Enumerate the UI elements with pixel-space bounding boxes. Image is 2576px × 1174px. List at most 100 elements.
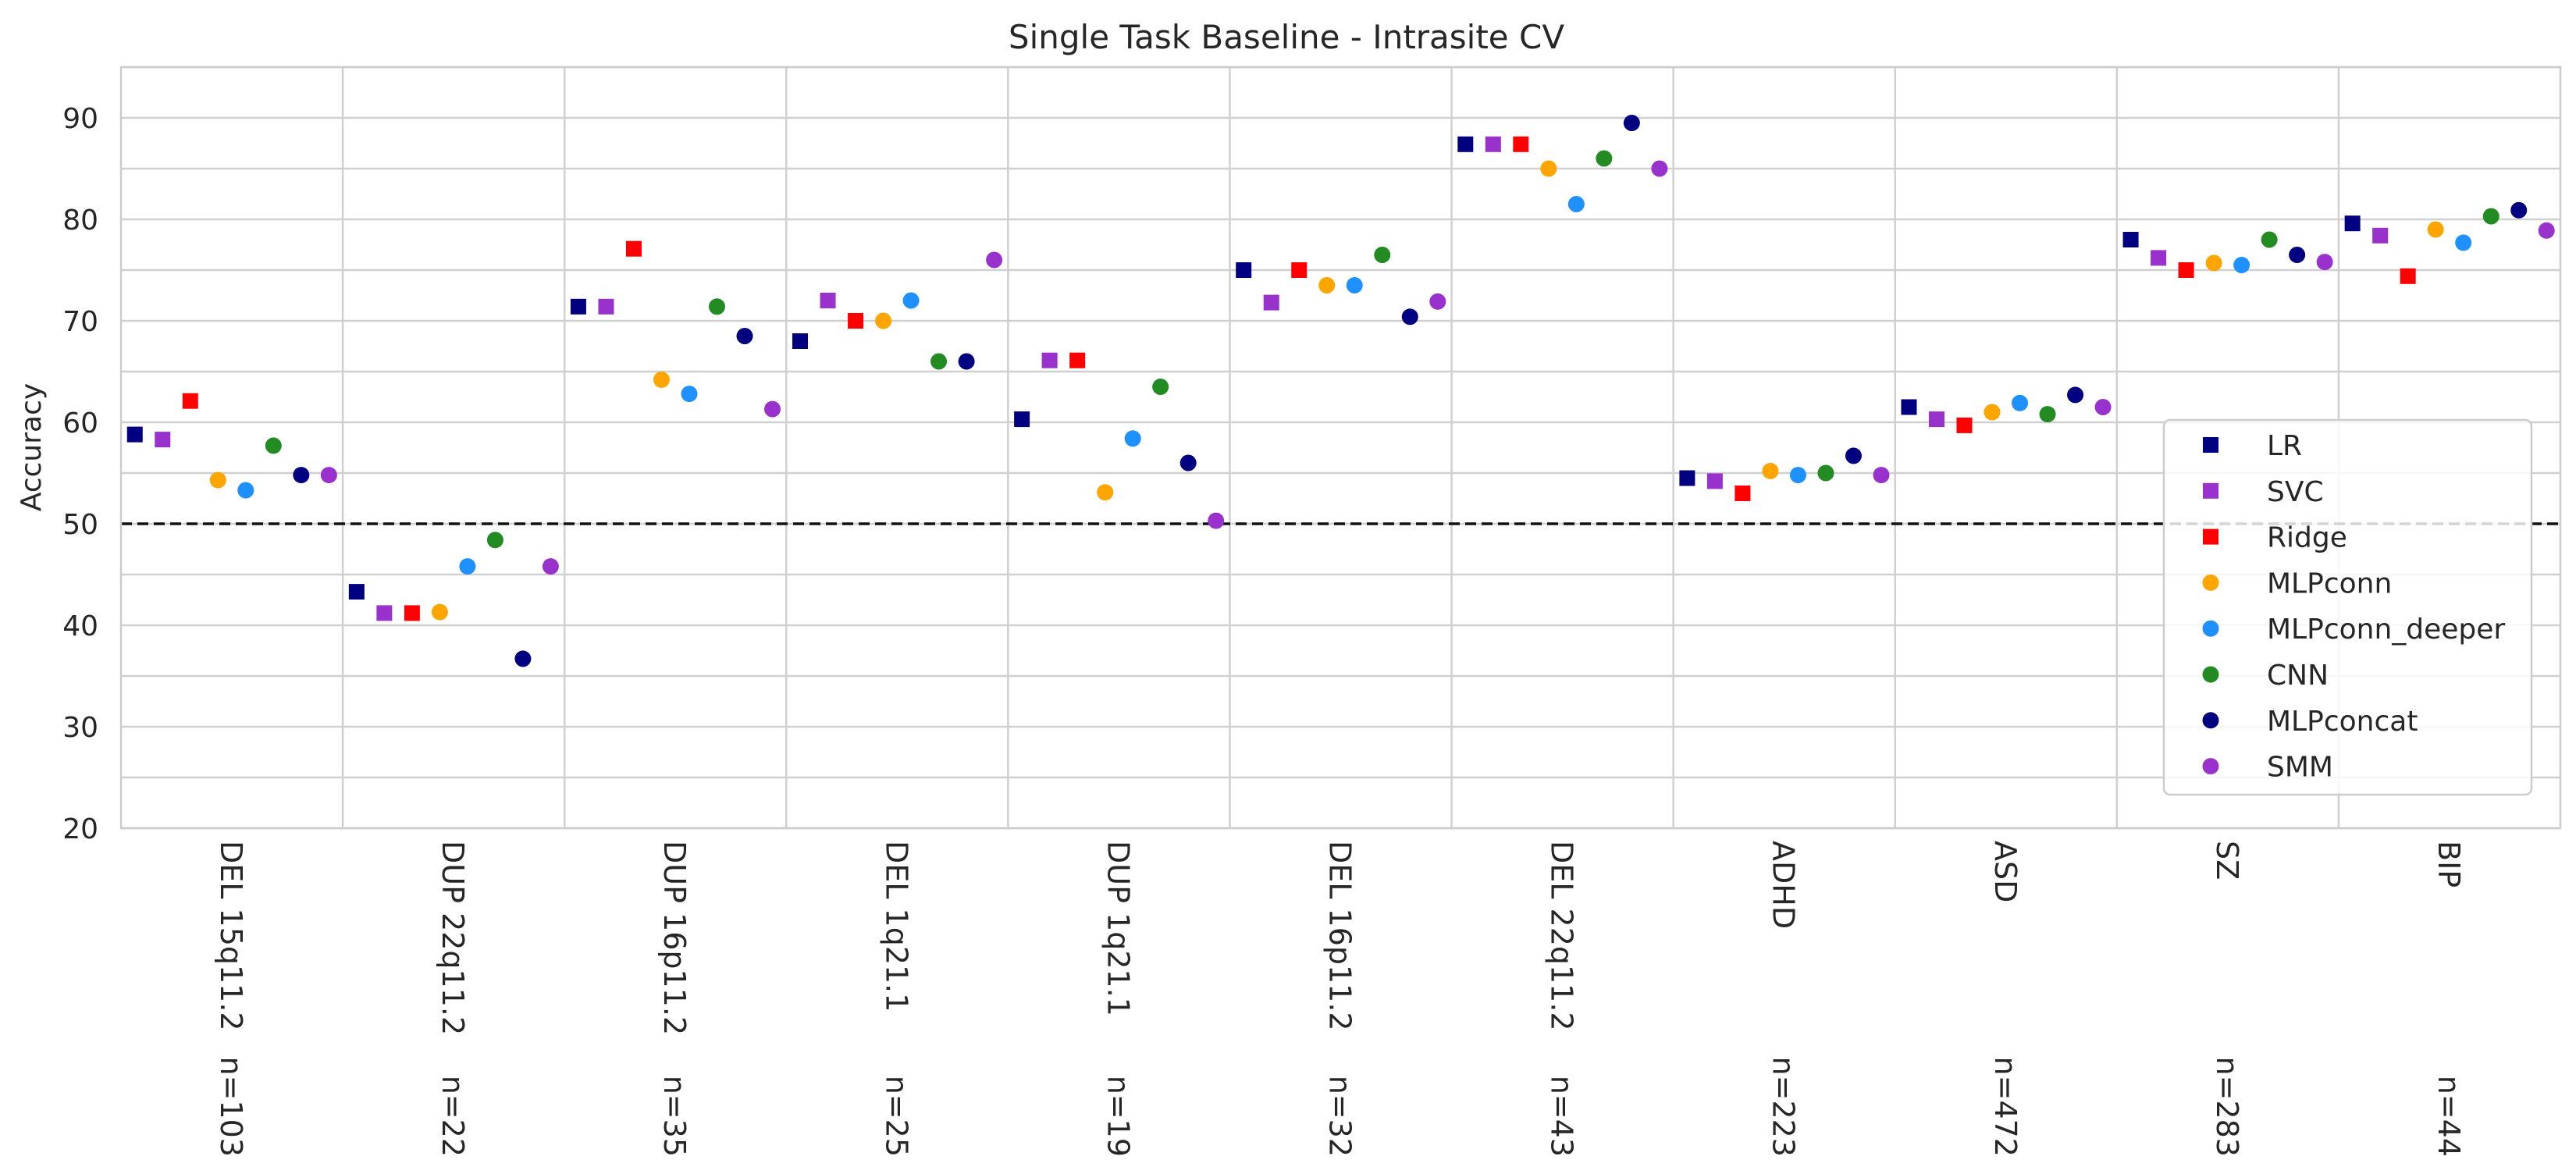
data-point-CNN [708,298,725,315]
frame-layer [119,66,2562,830]
data-point-Ridge [848,313,864,329]
data-point-Ridge [2178,262,2194,278]
data-point-SVC [2151,250,2167,266]
data-point-MLPconn_deeper [1789,467,1806,484]
data-point-LR [1014,411,1030,428]
data-point-SMM [764,400,781,418]
y-tick-label: 40 [62,610,98,642]
data-point-MLPconcat [514,650,532,667]
y-axis-label: Accuracy [16,383,48,511]
marks-layer [126,115,2555,667]
x-category-label: DUP 22q11.2 [436,841,470,1035]
data-point-MLPconn_deeper [902,292,920,309]
data-point-SMM [1208,512,1225,529]
data-point-MLPconn [1984,404,2001,421]
data-point-MLPconcat [2067,386,2084,404]
plot-frame [119,66,2562,830]
legend-box [2162,418,2533,796]
legend-entry-label: MLPconn_deeper [2267,614,2505,646]
data-point-SMM [2316,254,2333,271]
data-point-SVC [2372,227,2389,244]
data-point-CNN [2261,231,2278,248]
data-point-CNN [1817,464,1834,482]
x-category-label: DUP 1q21.1 [1101,841,1135,1016]
data-point-MLPconcat [2510,201,2528,219]
legend-marker [2203,528,2218,545]
legend: LR SVC Ridge MLPconn MLPconn_deeper CNN MLPcon… [2162,418,2533,796]
sample-size-label: n=43 [1545,1076,1579,1157]
data-point-MLPconn_deeper [2455,234,2472,251]
sample-size-label: n=472 [1988,1057,2023,1157]
legend-entry-label: MLPconn [2267,567,2392,599]
data-point-MLPconn_deeper [1346,277,1363,294]
legend-marker [2202,620,2219,637]
data-point-SMM [1651,160,1668,177]
legend-entry-label: CNN [2267,660,2329,692]
data-point-Ridge [182,393,198,409]
sample-size-label: n=25 [879,1076,913,1157]
data-point-MLPconn [2205,254,2222,272]
data-point-LR [1679,470,1695,486]
x-category-label: ASD [1988,841,2023,902]
data-point-MLPconn_deeper [2233,257,2250,273]
data-point-MLPconn [1762,462,1779,479]
data-point-CNN [1152,379,1169,395]
data-point-LR [2344,215,2361,232]
y-tick-label: 60 [62,407,98,439]
data-point-SVC [598,298,614,315]
data-point-MLPconcat [1401,308,1418,326]
data-point-LR [1236,262,1252,278]
legend-marker [2203,482,2218,499]
data-point-SMM [2094,399,2112,415]
legend-marker [2202,758,2219,775]
data-point-SVC [155,432,171,448]
data-point-MLPconn [2427,221,2444,238]
data-point-MLPconn_deeper [459,558,476,575]
y-tick-label: 80 [62,205,98,237]
legend-entry-label: SMM [2267,752,2333,784]
data-point-LR [1457,136,1474,152]
y-tick-label: 30 [62,712,98,744]
data-point-Ridge [625,240,642,257]
data-point-SVC [1928,411,1944,428]
sample-size-label: n=283 [2210,1057,2244,1157]
data-point-MLPconn [875,312,892,329]
y-tick-label: 50 [62,509,98,541]
data-point-SVC [1041,352,1058,368]
data-point-CNN [1374,247,1391,263]
x-category-label: DEL 1q21.1 [879,841,913,1012]
data-point-MLPconn [1097,484,1114,501]
x-category-label: BIP [2432,841,2466,888]
data-point-LR [1901,399,1917,415]
x-category-label: DUP 16p11.2 [657,841,692,1035]
sample-size-label: n=22 [436,1076,470,1157]
sample-size-label: n=223 [1767,1057,1801,1157]
legend-entry-label: MLPconcat [2267,706,2418,738]
data-point-LR [792,333,809,349]
data-point-Ridge [1513,136,1529,152]
data-point-LR [570,298,586,315]
legend-entry-label: SVC [2267,476,2324,508]
data-point-MLPconcat [1179,454,1197,471]
data-point-SMM [320,467,337,484]
y-tick-label: 90 [62,103,98,135]
data-point-SVC [820,293,836,308]
legend-marker [2202,574,2219,591]
sample-size-label: n=19 [1101,1076,1135,1157]
data-point-MLPconn [431,603,448,621]
data-point-MLPconn_deeper [1567,196,1585,212]
data-point-Ridge [1956,417,1973,433]
data-point-LR [2122,232,2139,247]
data-point-MLPconcat [1845,447,1862,464]
data-point-MLPconn [209,471,226,489]
data-point-MLPconn [1318,277,1336,294]
data-point-Ridge [2400,268,2416,284]
data-point-MLPconcat [2289,247,2306,263]
legend-marker [2203,437,2218,453]
data-point-SMM [1873,467,1890,484]
sample-size-label: n=32 [1323,1076,1357,1157]
data-point-SVC [1263,294,1279,311]
data-point-LR [348,584,365,600]
